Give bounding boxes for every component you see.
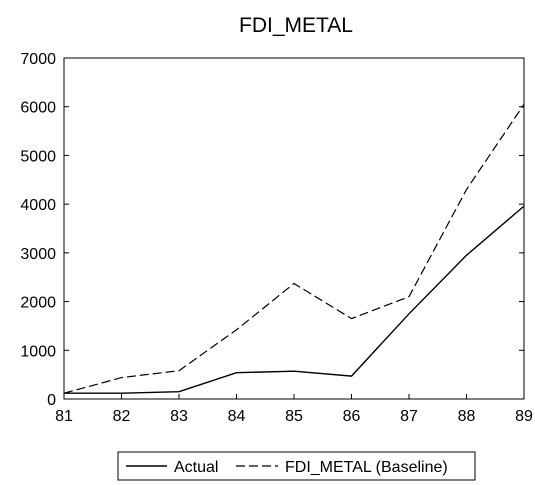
legend-label-baseline: FDI_METAL (Baseline) (285, 459, 448, 476)
series-line-actual (64, 205, 525, 394)
y-tick-label: 4000 (20, 197, 56, 214)
x-tick-label: 85 (285, 408, 303, 425)
x-tick-label: 83 (170, 408, 188, 425)
x-tick-label: 81 (55, 408, 73, 425)
x-tick-label: 89 (515, 408, 533, 425)
y-axis: 0 1000 2000 3000 4000 5000 6000 7000 (20, 51, 524, 409)
legend-box (117, 451, 476, 481)
x-tick-label: 88 (458, 408, 476, 425)
x-tick-label: 84 (228, 408, 246, 425)
x-tick-label: 87 (400, 408, 418, 425)
y-tick-label: 2000 (20, 295, 56, 312)
y-tick-label: 0 (47, 392, 56, 409)
y-tick-label: 6000 (20, 100, 56, 117)
y-tick-label: 5000 (20, 148, 56, 165)
legend-label-actual: Actual (174, 459, 218, 476)
x-tick-label: 82 (113, 408, 131, 425)
y-tick-label: 3000 (20, 246, 56, 263)
series-lines (63, 103, 525, 394)
legend: Actual FDI_METAL (Baseline) (117, 451, 476, 481)
y-tick-label: 7000 (20, 51, 56, 68)
x-tick-label: 86 (343, 408, 361, 425)
chart-title: FDI_METAL (239, 14, 353, 37)
plot-area (63, 57, 525, 400)
series-line-baseline (63, 103, 525, 394)
x-axis: 81 82 83 84 85 86 87 88 89 (55, 394, 533, 425)
y-tick-label: 1000 (20, 343, 56, 360)
